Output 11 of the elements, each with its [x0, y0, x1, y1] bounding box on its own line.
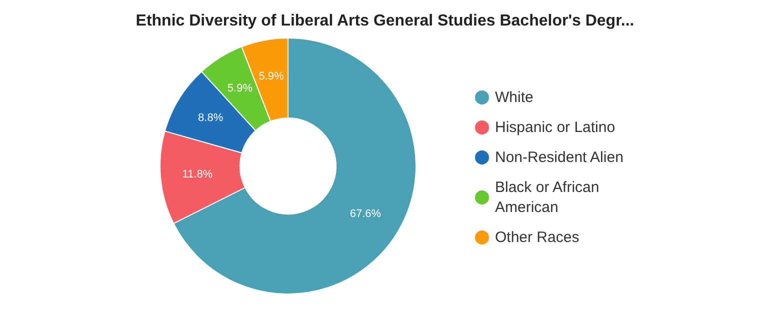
legend-label: Hispanic or Latino — [495, 119, 616, 136]
legend-label: Non-Resident Alien — [495, 149, 624, 166]
data-label: 5.9% — [258, 70, 284, 83]
data-label: 11.8% — [182, 168, 213, 181]
data-label: 8.8% — [198, 112, 224, 124]
chart-title: Ethnic Diversity of Liberal Arts General Studies Bachelor's Degr... — [136, 12, 634, 30]
data-label: 5.9% — [227, 82, 253, 95]
legend-label: Other Races — [495, 229, 580, 246]
legend-label: White — [495, 89, 534, 106]
data-label: 67.6% — [350, 208, 382, 220]
legend-label: Black or African American — [495, 179, 604, 216]
